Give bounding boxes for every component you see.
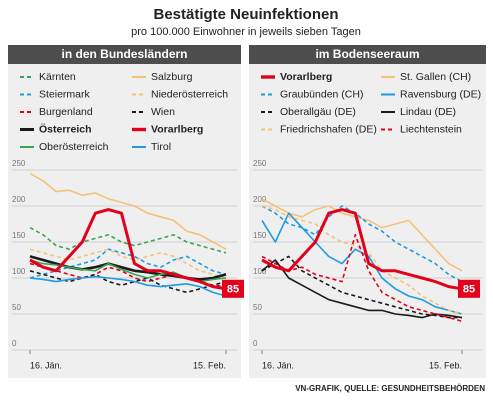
y-tick-label: 250 (12, 159, 26, 168)
y-tick-label: 200 (12, 195, 26, 204)
x-tick-label: 16. Jän. (30, 360, 62, 370)
panel-title: in den Bundesländern (61, 47, 187, 61)
end-value-label: 85 (227, 284, 239, 296)
legend-label: St. Gallen (CH) (400, 71, 471, 83)
legend-label: Tirol (151, 141, 171, 153)
legend-label: Burgenland (39, 106, 93, 118)
legend-label: Vorarlberg (151, 123, 203, 135)
series-line (261, 208, 463, 291)
y-tick-label: 100 (12, 267, 26, 276)
y-tick-label: 150 (253, 231, 267, 240)
series-line (261, 205, 463, 283)
series-line (261, 259, 463, 319)
panel-background (8, 45, 241, 378)
legend-label: Niederösterreich (151, 88, 228, 100)
x-tick-label: 16. Jän. (262, 360, 294, 370)
series-line (29, 208, 227, 291)
legend-label: Salzburg (151, 71, 193, 83)
x-tick-label: 15. Feb. (193, 360, 226, 370)
y-tick-label: 0 (12, 339, 17, 348)
y-tick-label: 250 (253, 159, 267, 168)
legend-label: Graubünden (CH) (280, 88, 363, 100)
legend-label: Kärnten (39, 71, 76, 83)
title: Bestätigte Neuinfektionen (153, 6, 338, 23)
legend-label: Oberallgäu (DE) (280, 106, 356, 118)
legend-label: Lindau (DE) (400, 106, 456, 118)
legend-label: Ravensburg (DE) (400, 88, 481, 100)
series-line (29, 248, 227, 279)
y-tick-label: 50 (12, 303, 21, 312)
panel-background (249, 45, 486, 378)
panel-header (249, 45, 486, 64)
y-tick-label: 150 (12, 231, 26, 240)
legend-label: Österreich (39, 122, 92, 135)
legend-label: Liechtenstein (400, 123, 462, 135)
end-value-label: 85 (463, 284, 475, 296)
y-tick-label: 50 (253, 303, 262, 312)
legend-label: Steiermark (39, 88, 91, 100)
series-line (29, 226, 227, 254)
source: VN-GRAFIK, QUELLE: GESUNDHEITSBEHÖRDEN (295, 384, 485, 393)
series-line (29, 275, 227, 297)
series-line (261, 205, 463, 315)
end-badge (222, 279, 244, 298)
y-tick-label: 0 (253, 339, 258, 348)
x-tick-label: 15. Feb. (429, 360, 462, 370)
legend-label: Oberösterreich (39, 141, 109, 153)
end-badge (458, 279, 480, 298)
panel-title: im Bodenseeraum (315, 47, 419, 61)
legend-label: Vorarlberg (280, 71, 332, 83)
series-line (261, 255, 462, 319)
y-tick-label: 200 (253, 195, 267, 204)
y-tick-label: 100 (253, 267, 267, 276)
legend-label: Friedrichshafen (DE) (280, 123, 377, 135)
series-line (261, 198, 463, 272)
subtitle: pro 100.000 Einwohner in jeweils sieben … (131, 26, 361, 38)
legend-label: Wien (151, 106, 175, 118)
series-line (261, 234, 463, 322)
panel-header (8, 45, 241, 64)
series-line (29, 172, 227, 250)
